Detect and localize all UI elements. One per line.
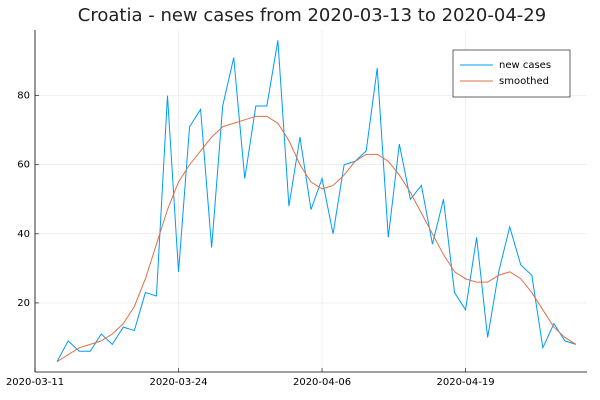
legend-label: smoothed <box>499 76 549 87</box>
x-tick-label: 2020-03-11 <box>6 377 64 388</box>
line-series <box>56 40 577 362</box>
y-tick-label: 20 <box>17 298 30 309</box>
x-tick-label: 2020-04-19 <box>436 377 494 388</box>
line-series <box>56 115 577 363</box>
x-tick-label: 2020-04-06 <box>293 377 351 388</box>
chart-title: Croatia - new cases from 2020-03-13 to 2… <box>78 5 546 26</box>
x-tick-label: 2020-03-24 <box>149 377 207 388</box>
legend-box <box>452 49 571 98</box>
y-tick-label: 60 <box>17 160 30 171</box>
y-tick-label: 80 <box>17 91 30 102</box>
y-tick-label: 40 <box>17 229 30 240</box>
legend-label: new cases <box>499 60 551 71</box>
legend: new cases smoothed <box>452 49 571 98</box>
